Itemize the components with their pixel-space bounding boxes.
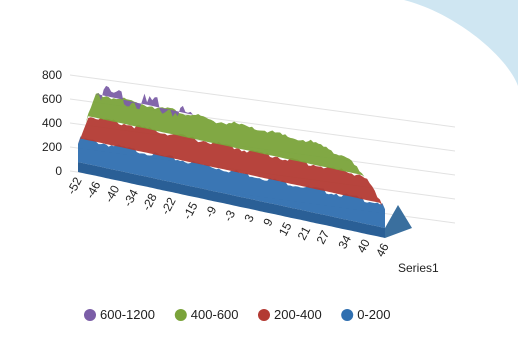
x-tick-label: 15: [276, 220, 295, 239]
legend-item: 200-400: [258, 307, 322, 322]
gridline: [69, 74, 456, 128]
x-tick-label: 34: [335, 232, 354, 251]
x-tick-label: 27: [313, 228, 332, 247]
y-tick-label: 600: [42, 92, 62, 106]
legend: 600-1200 400-600 200-400 0-200: [84, 307, 390, 322]
y-tick-label: 0: [55, 164, 62, 178]
legend-label: 400-600: [191, 307, 239, 322]
legend-label: 200-400: [274, 307, 322, 322]
y-axis: 800 600 400 200 0: [42, 68, 62, 178]
surface-band-200-400: [78, 117, 385, 210]
legend-swatch: [84, 309, 96, 321]
legend-item: 0-200: [341, 307, 390, 322]
legend-item: 400-600: [174, 307, 239, 322]
y-tick-label: 200: [42, 140, 62, 154]
legend-swatch: [341, 309, 354, 321]
surface-band-0-200: [78, 136, 385, 228]
surface-end-wall: [385, 205, 412, 238]
legend-swatch: [258, 309, 270, 321]
depth-axis-label: Series1: [398, 261, 439, 275]
surface-plot: [78, 85, 412, 238]
legend-label: 600-1200: [100, 307, 155, 322]
x-tick-label: 40: [354, 237, 373, 256]
legend-item: 600-1200: [84, 307, 155, 322]
surface-front-edge: [78, 162, 385, 238]
x-tick-label: 46: [373, 241, 392, 260]
legend-swatch: [174, 309, 187, 321]
surface-band-400-600: [78, 93, 385, 210]
y-tick-label: 800: [42, 68, 62, 82]
legend-label: 0-200: [357, 307, 390, 322]
y-tick-label: 400: [42, 116, 62, 130]
x-tick-label: 21: [295, 224, 314, 243]
